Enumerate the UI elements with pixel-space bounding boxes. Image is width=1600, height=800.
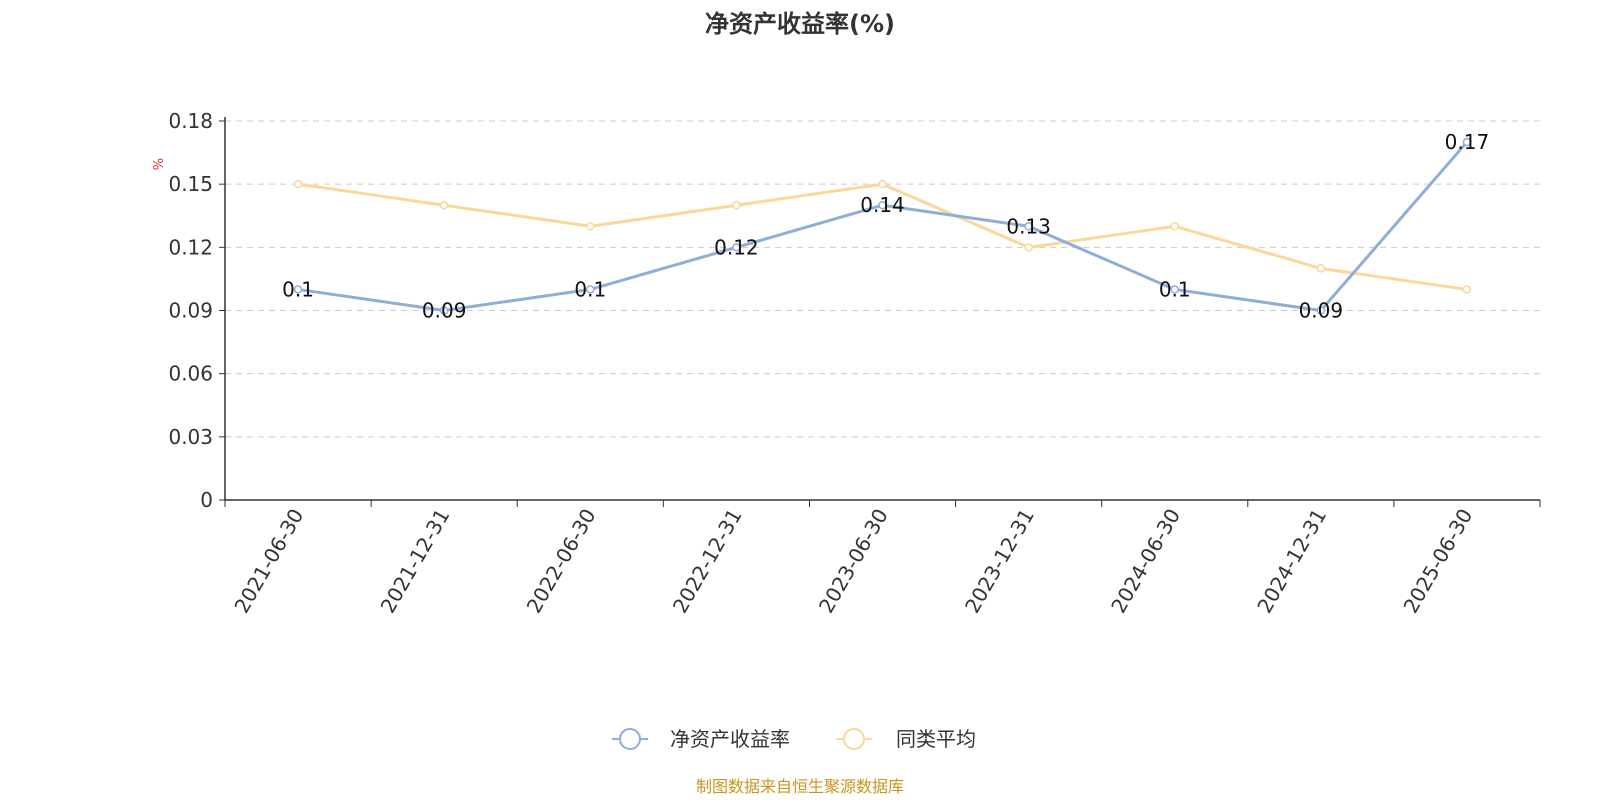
data-label: 0.17 bbox=[1445, 130, 1490, 154]
x-tick-label: 2021-06-30 bbox=[229, 505, 308, 618]
series-2-point[interactable] bbox=[732, 200, 741, 210]
x-tick-label: 2024-12-31 bbox=[1252, 505, 1331, 618]
data-labels: 0.1 0.09 0.1 0.12 0.14 0.13 0.1 0.09 0.17 bbox=[282, 130, 1489, 322]
axes: 0 0.03 0.06 0.09 0.12 0.15 0.18 2021-06-30 2021-… bbox=[168, 109, 1541, 618]
y-tick-label: 0.15 bbox=[168, 172, 213, 196]
y-tick-label: 0.09 bbox=[168, 299, 213, 323]
series-line-1 bbox=[297, 141, 1469, 312]
series-2-point[interactable] bbox=[586, 222, 595, 231]
legend-label-series-1: 净资产收益率 bbox=[670, 727, 790, 751]
data-label: 0.1 bbox=[282, 277, 314, 301]
series-1-point[interactable] bbox=[732, 243, 741, 252]
series-1-point[interactable] bbox=[1170, 285, 1179, 294]
legend-label-series-2: 同类平均 bbox=[896, 727, 976, 751]
data-source-note: 制图数据来自恒生聚源数据库 bbox=[696, 777, 904, 796]
series-1-point[interactable] bbox=[293, 285, 303, 294]
data-label: 0.09 bbox=[1299, 299, 1344, 323]
y-tick-label: 0.06 bbox=[168, 362, 213, 386]
legend-item-series-1[interactable]: 净资产收益率 bbox=[612, 727, 790, 751]
y-axis-unit-label: % bbox=[152, 158, 167, 170]
series-2-point[interactable] bbox=[1024, 243, 1033, 252]
series-lines bbox=[293, 137, 1472, 315]
legend-item-series-2[interactable]: 同类平均 bbox=[836, 727, 976, 751]
series-2-point[interactable] bbox=[878, 179, 887, 189]
series-1-point[interactable] bbox=[878, 200, 887, 210]
data-label: 0.14 bbox=[860, 193, 905, 217]
series-1-point[interactable] bbox=[1462, 137, 1472, 147]
x-tick-label: 2022-06-30 bbox=[522, 505, 601, 618]
data-label: 0.09 bbox=[422, 299, 467, 323]
x-tick-label: 2024-06-30 bbox=[1106, 505, 1185, 618]
x-tick-label: 2025-06-30 bbox=[1398, 505, 1477, 618]
series-2-point[interactable] bbox=[439, 200, 449, 210]
series-1-point[interactable] bbox=[1024, 222, 1033, 231]
chart-title: 净资产收益率(%) bbox=[705, 10, 895, 38]
series-2-point[interactable] bbox=[1316, 264, 1326, 273]
legend-marker-series-2 bbox=[843, 728, 865, 750]
y-tick-label: 0.18 bbox=[168, 109, 213, 133]
series-1-point[interactable] bbox=[586, 285, 595, 294]
grid-lines bbox=[225, 120, 1540, 438]
series-2-point[interactable] bbox=[293, 179, 303, 189]
data-label: 0.1 bbox=[574, 277, 606, 301]
legend-marker-series-1 bbox=[619, 728, 641, 750]
x-tick-label: 2022-12-31 bbox=[668, 505, 747, 618]
y-tick-label: 0.12 bbox=[168, 235, 213, 259]
y-tick-label: 0 bbox=[200, 488, 213, 512]
x-tick-label: 2021-12-31 bbox=[376, 504, 455, 617]
data-label: 0.13 bbox=[1006, 214, 1051, 238]
y-tick-label: 0.03 bbox=[168, 425, 213, 449]
x-tick-label: 2023-06-30 bbox=[814, 505, 893, 618]
series-2-point[interactable] bbox=[1170, 222, 1179, 231]
series-2-point[interactable] bbox=[1462, 285, 1472, 294]
data-label: 0.1 bbox=[1159, 277, 1191, 301]
x-tick-label: 2023-12-31 bbox=[960, 505, 1039, 618]
series-1-point[interactable] bbox=[1316, 306, 1326, 315]
data-label: 0.12 bbox=[714, 235, 759, 259]
series-1-point[interactable] bbox=[439, 306, 449, 315]
legend: 净资产收益率 同类平均 bbox=[612, 727, 976, 751]
